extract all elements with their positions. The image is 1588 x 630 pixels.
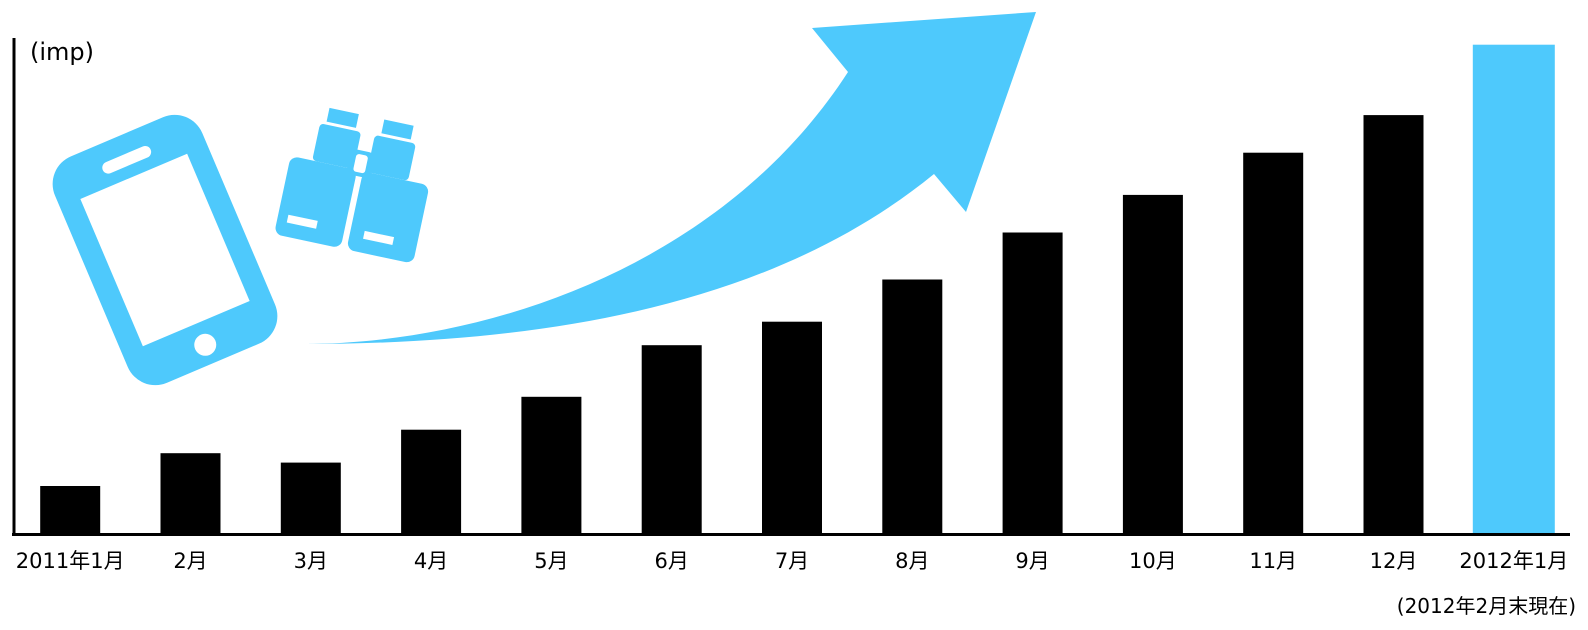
x-tick-label: 5月 — [534, 549, 568, 573]
bar-1 — [40, 486, 101, 533]
bar-6 — [641, 345, 702, 533]
bar-10 — [1122, 194, 1183, 533]
x-tick-label: 8月 — [895, 549, 929, 573]
x-tick-label: 10月 — [1129, 549, 1177, 573]
x-tick-label: 12月 — [1370, 549, 1418, 573]
bar-8 — [882, 279, 943, 533]
bar-9 — [1002, 232, 1063, 533]
bar-3 — [280, 462, 341, 533]
bar-4 — [401, 429, 462, 533]
x-tick-label: 9月 — [1015, 549, 1049, 573]
binoculars-icon — [275, 107, 429, 263]
bar-11 — [1243, 152, 1304, 533]
x-tick-label: 11月 — [1249, 549, 1297, 573]
x-tick-label: 4月 — [414, 549, 448, 573]
as-of-note: (2012年2月末現在) — [1396, 594, 1576, 618]
x-tick-label: 3月 — [294, 549, 328, 573]
bar-12 — [1363, 115, 1424, 533]
bar-5 — [521, 396, 582, 533]
bar-7 — [762, 321, 822, 533]
x-tick-label: 2012年1月 — [1459, 549, 1568, 573]
x-tick-label: 2011年1月 — [16, 549, 125, 573]
x-tick-label: 7月 — [775, 549, 809, 573]
x-tick-label: 2月 — [173, 549, 207, 573]
y-axis-label: (imp) — [30, 38, 94, 66]
smartphone-icon — [52, 114, 278, 386]
bar-2 — [160, 453, 221, 533]
bar-13 — [1472, 44, 1555, 533]
growth-arrow-icon — [304, 12, 1036, 344]
x-tick-label: 6月 — [655, 549, 689, 573]
